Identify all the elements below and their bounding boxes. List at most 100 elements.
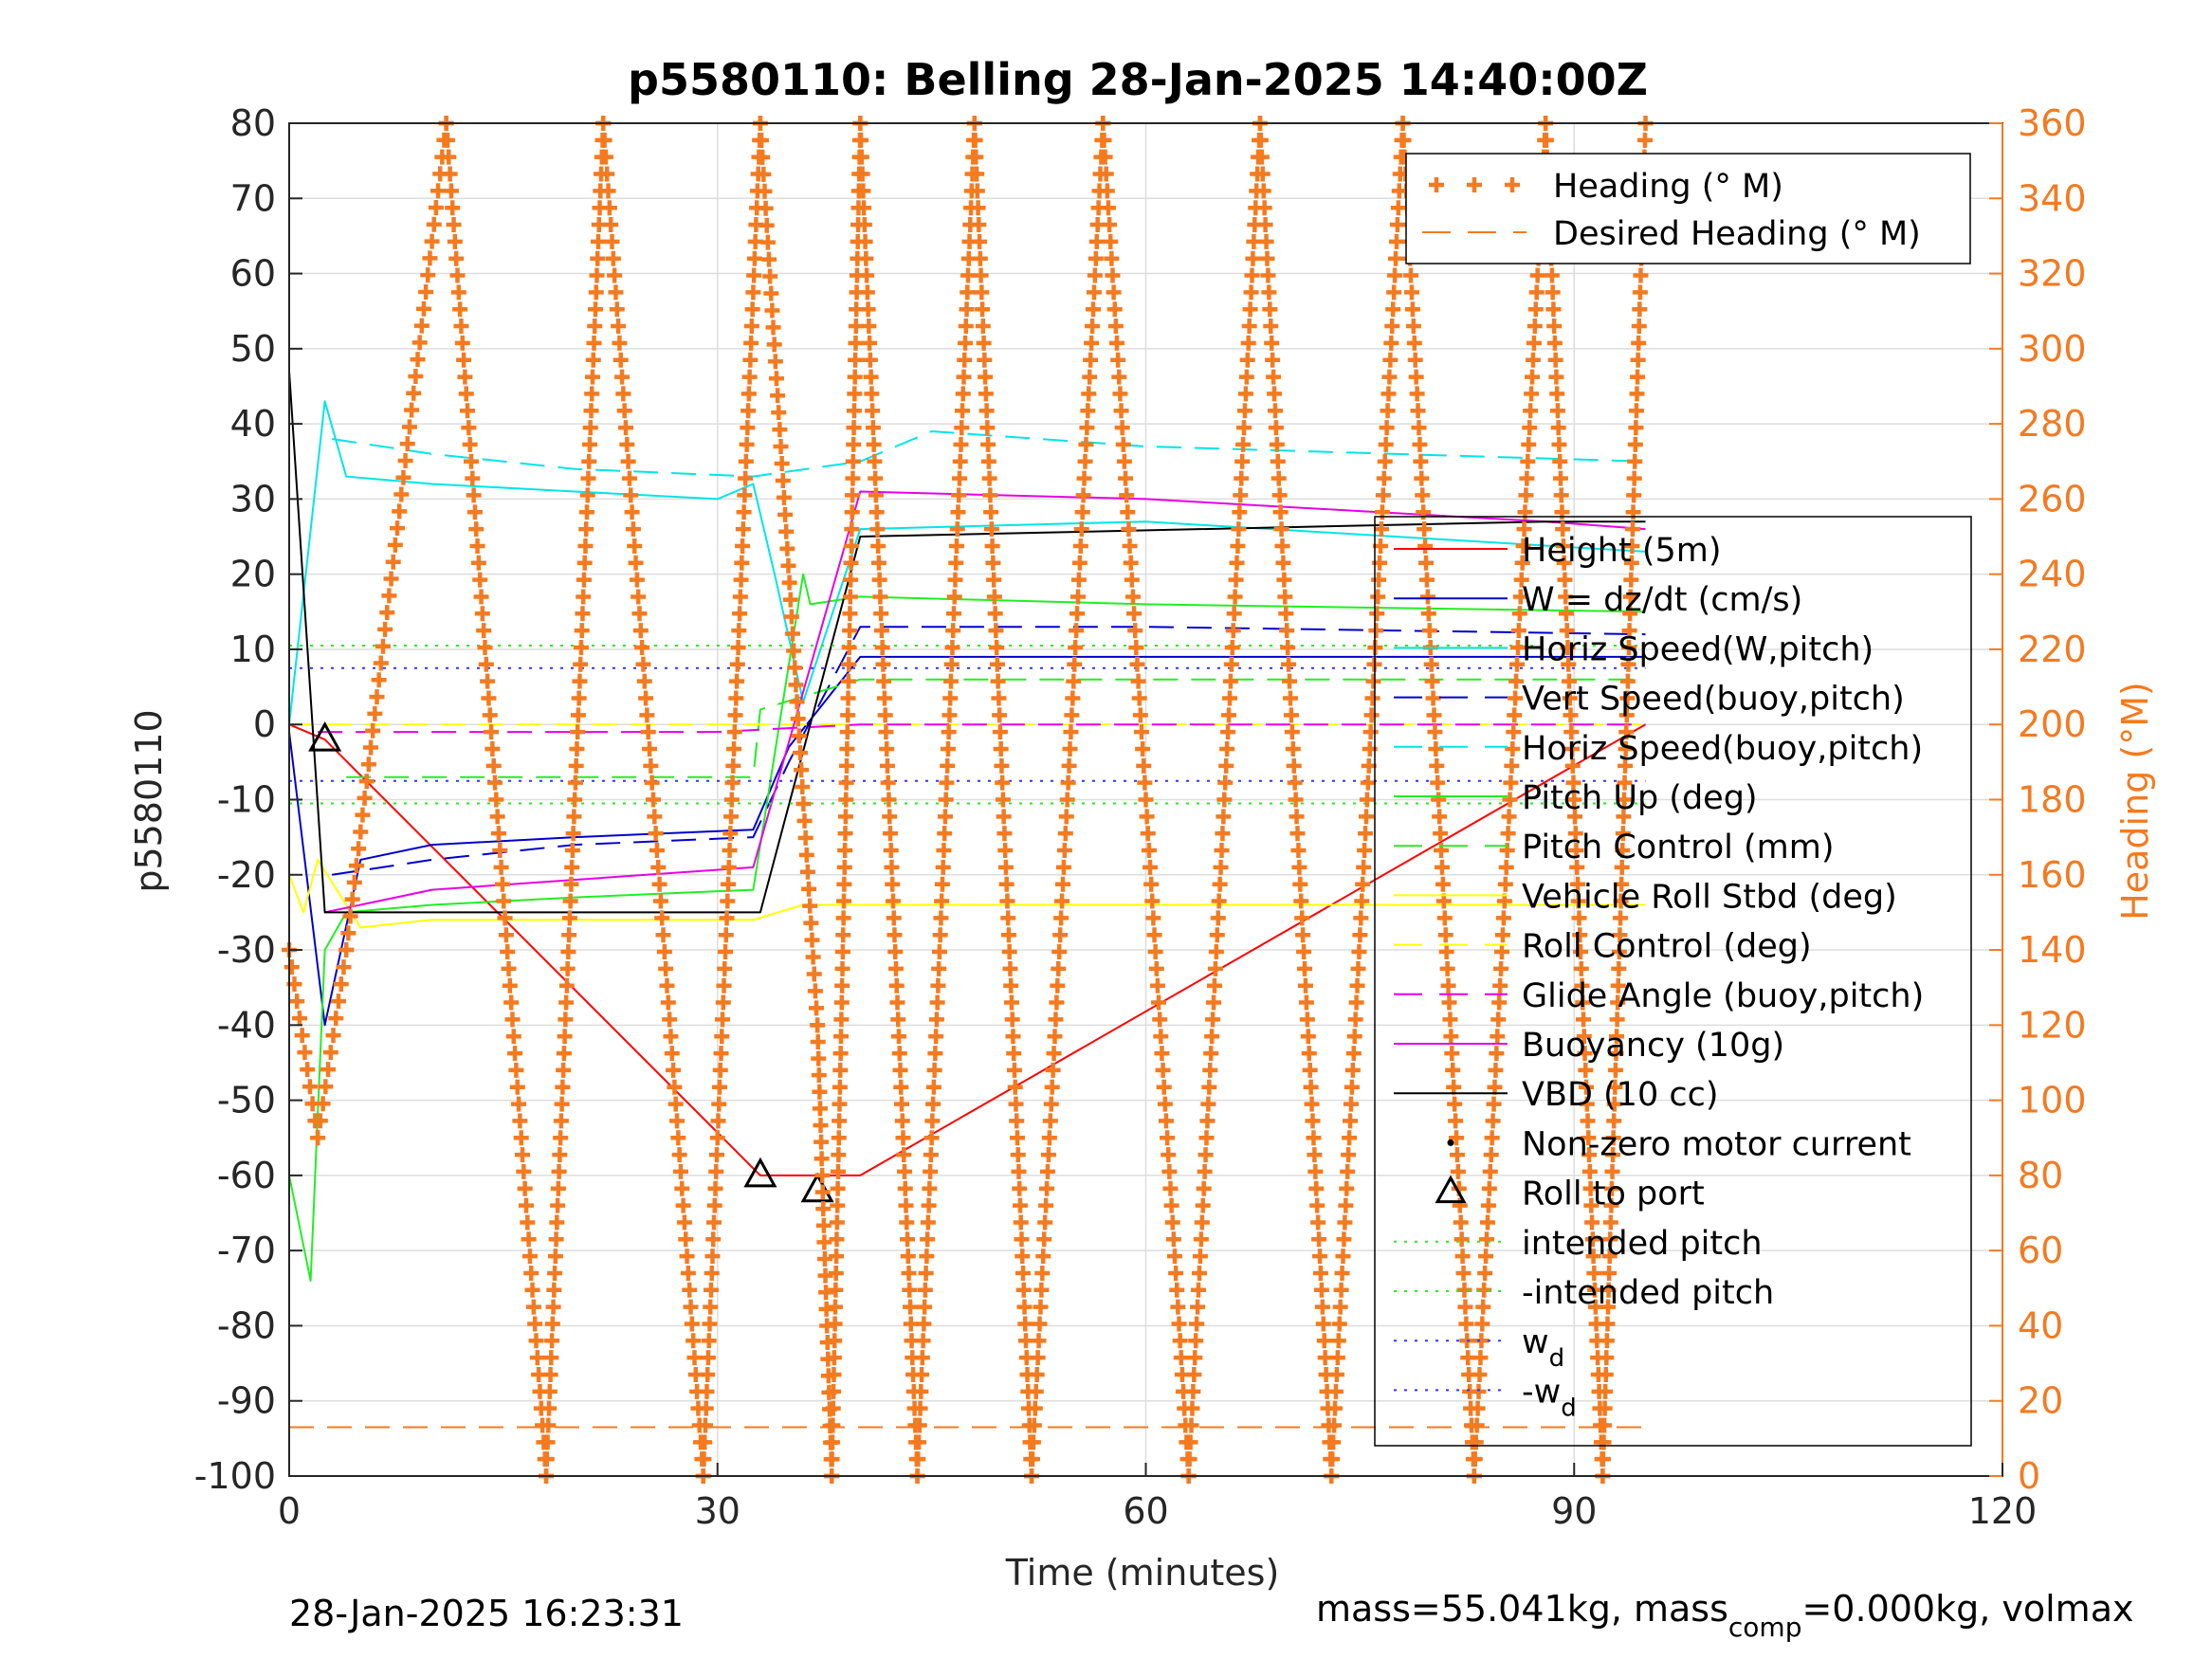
legend-label: intended pitch bbox=[1522, 1225, 1763, 1263]
heading-marker bbox=[1245, 250, 1261, 266]
heading-marker bbox=[375, 638, 391, 654]
heading-marker bbox=[1012, 1197, 1028, 1213]
heading-marker bbox=[360, 757, 376, 773]
heading-marker bbox=[1123, 555, 1139, 571]
heading-marker bbox=[874, 639, 890, 655]
heading-marker bbox=[1339, 1180, 1355, 1196]
heading-marker bbox=[1295, 927, 1311, 943]
heading-marker bbox=[1628, 420, 1644, 436]
heading-marker bbox=[1293, 893, 1309, 909]
heading-marker bbox=[615, 386, 631, 402]
legend-label: VBD (10 cc) bbox=[1522, 1076, 1719, 1114]
heading-marker bbox=[1069, 606, 1086, 622]
heading-marker bbox=[1380, 386, 1397, 402]
heading-marker bbox=[1371, 572, 1387, 588]
heading-marker bbox=[739, 436, 755, 452]
right-axis-label: Heading (°M) bbox=[2114, 682, 2156, 921]
heading-marker bbox=[710, 1113, 726, 1129]
heading-marker bbox=[566, 809, 582, 825]
heading-marker bbox=[578, 521, 594, 538]
heading-marker bbox=[589, 267, 605, 283]
heading-marker bbox=[1476, 1282, 1492, 1298]
heading-marker bbox=[812, 1084, 828, 1100]
heading-marker bbox=[678, 1231, 694, 1248]
heading-marker bbox=[608, 284, 624, 301]
heading-marker bbox=[1300, 1029, 1316, 1045]
heading-marker bbox=[1362, 724, 1379, 740]
heading-marker bbox=[1146, 927, 1162, 943]
heading-marker bbox=[671, 1147, 687, 1163]
heading-marker bbox=[494, 876, 510, 892]
heading-marker bbox=[945, 623, 961, 639]
heading-marker bbox=[648, 826, 664, 842]
heading-marker bbox=[1035, 1249, 1051, 1265]
heading-marker bbox=[1581, 1147, 1598, 1163]
heading-marker bbox=[1043, 1096, 1059, 1112]
heading-marker bbox=[805, 949, 821, 965]
heading-marker bbox=[565, 826, 581, 842]
heading-marker bbox=[841, 639, 857, 655]
heading-marker bbox=[980, 453, 996, 469]
heading-marker bbox=[1555, 538, 1571, 554]
heading-marker bbox=[913, 1383, 929, 1399]
heading-marker bbox=[1062, 740, 1078, 757]
heading-marker bbox=[559, 960, 576, 976]
heading-marker bbox=[1505, 177, 1520, 192]
heading-marker bbox=[575, 606, 591, 622]
legend-label-base: w bbox=[1522, 1323, 1549, 1361]
heading-marker bbox=[487, 775, 503, 791]
heading-marker bbox=[1457, 1299, 1473, 1315]
heading-marker bbox=[804, 932, 820, 948]
heading-marker bbox=[679, 1249, 695, 1265]
heading-marker bbox=[1403, 284, 1419, 301]
heading-marker bbox=[997, 843, 1014, 859]
heading-marker bbox=[902, 1282, 918, 1298]
heading-marker bbox=[619, 436, 635, 452]
heading-marker bbox=[1085, 319, 1101, 335]
heading-marker bbox=[1470, 1400, 1486, 1416]
heading-marker bbox=[659, 977, 675, 994]
heading-marker bbox=[1015, 1265, 1031, 1281]
heading-marker bbox=[560, 944, 576, 960]
heading-marker bbox=[867, 453, 883, 469]
heading-marker bbox=[726, 740, 742, 757]
heading-marker bbox=[291, 1011, 307, 1027]
heading-marker bbox=[1046, 1046, 1062, 1062]
heading-marker bbox=[1161, 1163, 1178, 1179]
heading-marker bbox=[697, 1434, 713, 1450]
heading-marker bbox=[1206, 994, 1222, 1011]
right-tick-label: 120 bbox=[2018, 1004, 2087, 1046]
heading-marker bbox=[340, 925, 356, 941]
heading-marker bbox=[1573, 960, 1589, 976]
heading-marker bbox=[1516, 521, 1532, 538]
heading-marker bbox=[1017, 1316, 1033, 1332]
heading-marker bbox=[649, 843, 665, 859]
heading-marker bbox=[742, 352, 759, 368]
heading-marker bbox=[1574, 977, 1590, 994]
heading-marker bbox=[858, 250, 874, 266]
heading-marker bbox=[466, 487, 482, 503]
legend-label: Horiz Speed(W,pitch) bbox=[1522, 630, 1874, 668]
heading-marker bbox=[640, 724, 656, 740]
heading-marker bbox=[920, 1214, 936, 1231]
heading-marker bbox=[477, 639, 493, 655]
heading-marker bbox=[1487, 1079, 1503, 1095]
heading-marker bbox=[670, 1130, 686, 1146]
legend-label: Vehicle Roll Stbd (deg) bbox=[1522, 878, 1897, 916]
heading-marker bbox=[773, 439, 789, 455]
legend-main: Height (5m) W = dz/dt (cm/s) Horiz Speed(W… bbox=[1374, 516, 1972, 1447]
heading-marker bbox=[549, 1214, 565, 1231]
heading-marker bbox=[1418, 572, 1435, 588]
heading-marker bbox=[379, 605, 395, 621]
heading-marker bbox=[1015, 1282, 1032, 1298]
heading-marker bbox=[865, 420, 881, 436]
heading-marker bbox=[828, 1282, 844, 1298]
heading-marker bbox=[1584, 1231, 1600, 1248]
heading-marker bbox=[1553, 487, 1569, 503]
heading-marker bbox=[882, 809, 898, 825]
heading-marker bbox=[900, 1231, 916, 1248]
heading-marker bbox=[1128, 639, 1144, 655]
heading-marker bbox=[968, 149, 984, 165]
heading-marker bbox=[1080, 403, 1096, 419]
heading-marker bbox=[1113, 403, 1129, 419]
